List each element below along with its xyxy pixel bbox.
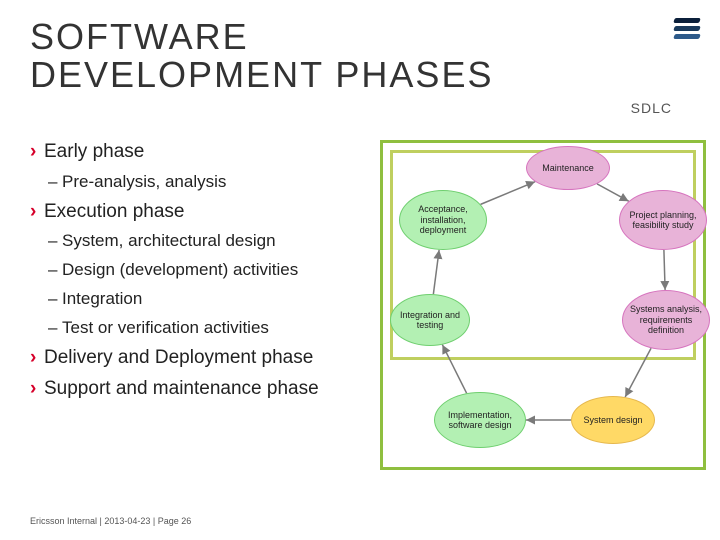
- bullet-exec-sub4: Test or verification activities: [30, 317, 370, 340]
- arrow-analysis-to-sysdesign: [625, 348, 651, 397]
- bullet-early-phase: Early phase: [30, 140, 370, 165]
- node-analysis: Systems analysis, requirements definitio…: [622, 290, 710, 350]
- node-maintenance: Maintenance: [526, 146, 610, 190]
- arrow-acceptance-to-maintenance: [481, 182, 536, 205]
- node-acceptance: Acceptance, installation, deployment: [399, 190, 487, 250]
- arrow-integration-to-acceptance: [433, 250, 439, 294]
- logo-bar: [673, 26, 701, 31]
- footer-text: Ericsson Internal | 2013-04-23 | Page 26: [30, 516, 191, 526]
- logo-bar: [673, 18, 701, 23]
- node-planning: Project planning, feasibility study: [619, 190, 707, 250]
- bullet-execution-phase: Execution phase: [30, 200, 370, 225]
- arrow-implementation-to-integration: [442, 345, 466, 393]
- node-sysdesign: System design: [571, 396, 655, 444]
- node-implementation: Implementation, software design: [434, 392, 526, 448]
- node-integration: Integration and testing: [390, 294, 470, 346]
- bullet-list: Early phase Pre-analysis, analysis Execu…: [30, 140, 370, 407]
- bullet-support-phase: Support and maintenance phase: [30, 377, 370, 402]
- title-line-1: SOFTWARE: [30, 18, 493, 56]
- page-title: SOFTWARE DEVELOPMENT PHASES: [30, 18, 493, 94]
- bullet-delivery-phase: Delivery and Deployment phase: [30, 346, 370, 371]
- bullet-exec-sub1: System, architectural design: [30, 230, 370, 253]
- arrow-maintenance-to-planning: [597, 184, 629, 201]
- logo-bar: [673, 34, 701, 39]
- arrow-planning-to-analysis: [664, 250, 665, 290]
- sdlc-label: SDLC: [631, 100, 672, 116]
- bullet-exec-sub2: Design (development) activities: [30, 259, 370, 282]
- ericsson-logo-icon: [674, 18, 700, 44]
- bullet-exec-sub3: Integration: [30, 288, 370, 311]
- sdlc-cycle-diagram: Maintenance Acceptance, installation, dep…: [380, 140, 706, 480]
- title-line-2: DEVELOPMENT PHASES: [30, 56, 493, 94]
- bullet-early-sub1: Pre-analysis, analysis: [30, 171, 370, 194]
- slide: SOFTWARE DEVELOPMENT PHASES SDLC Early p…: [0, 0, 720, 540]
